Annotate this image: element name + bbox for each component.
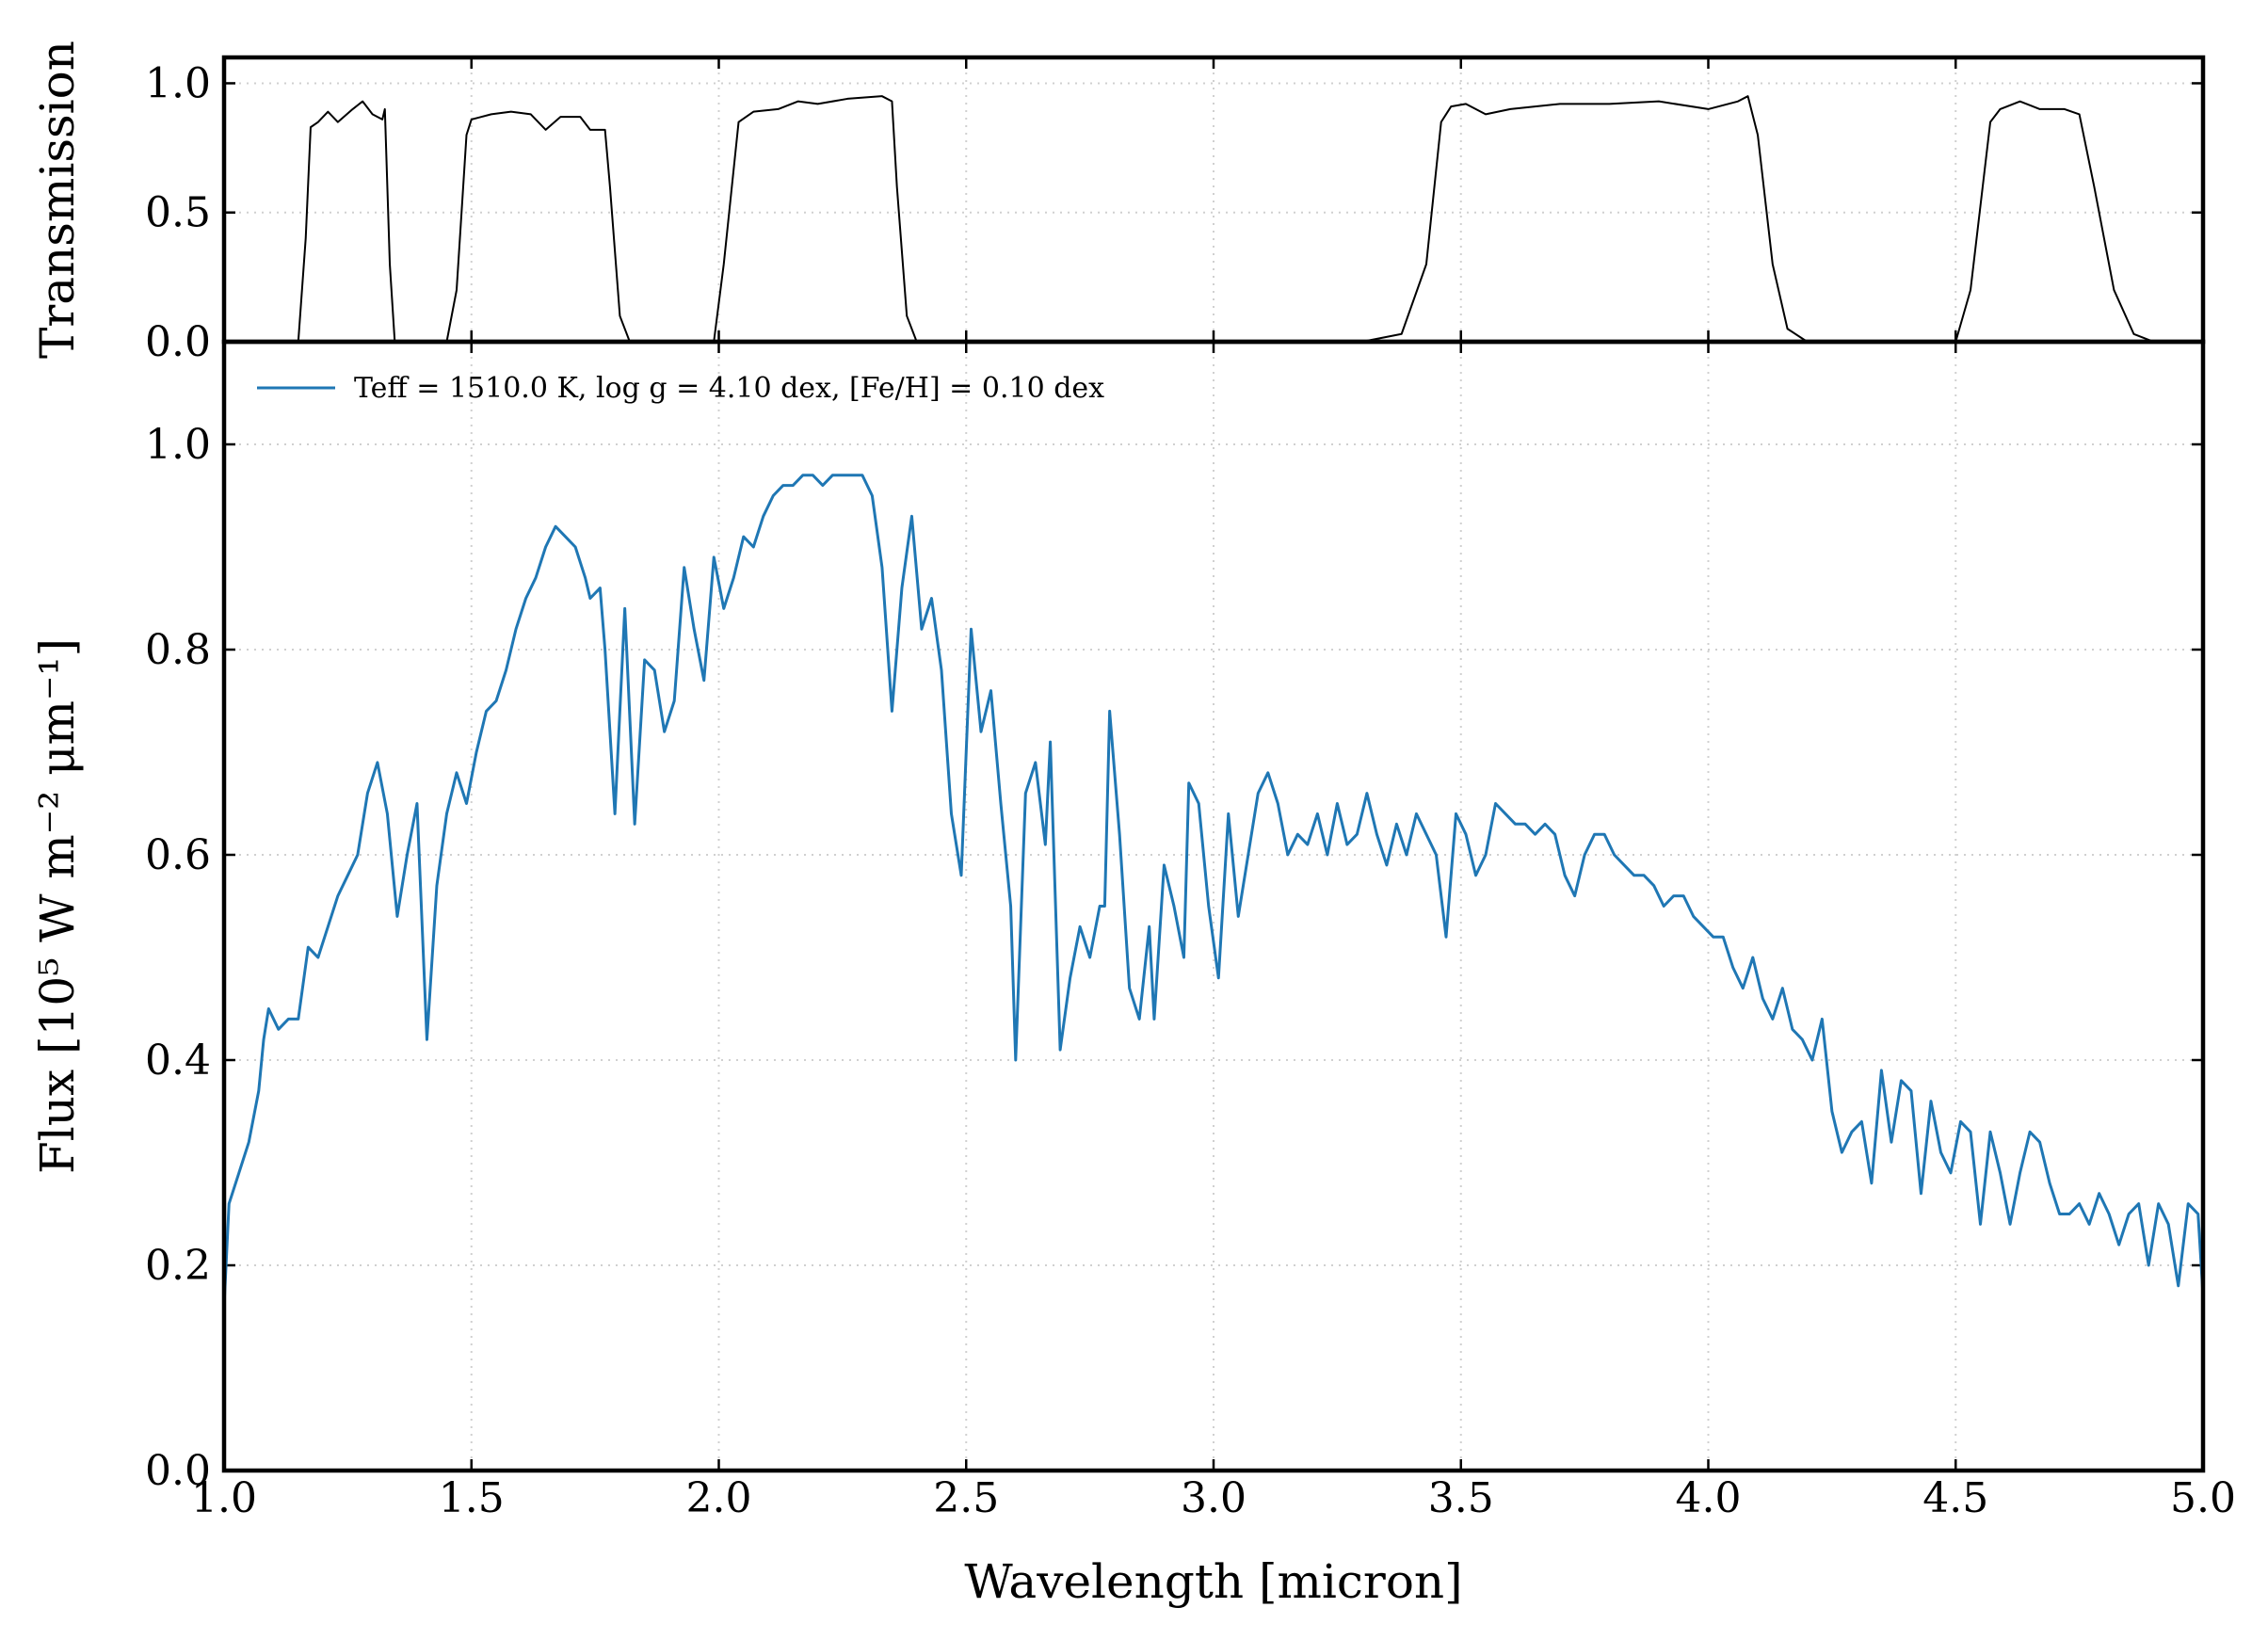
y-axis-label: Transmission bbox=[30, 40, 85, 359]
axes-frame bbox=[221, 339, 2206, 1473]
x-tick-label: 4.0 bbox=[1676, 1474, 1742, 1522]
x-tick-label: 3.0 bbox=[1181, 1474, 1247, 1522]
y-tick-label: 0.5 bbox=[145, 189, 211, 237]
y-axis-label: Flux [10⁵ W m⁻² μm⁻¹] bbox=[30, 638, 85, 1174]
x-tick-label: 1.5 bbox=[439, 1474, 505, 1522]
y-tick-label: 0.0 bbox=[145, 318, 211, 366]
y-tick-label: 0.4 bbox=[145, 1037, 211, 1085]
x-tick-label: 2.0 bbox=[686, 1474, 752, 1522]
data-line bbox=[222, 474, 2205, 1307]
x-tick-label: 1.0 bbox=[191, 1474, 257, 1522]
x-tick-label: 4.5 bbox=[1922, 1474, 1988, 1522]
y-tick-label: 0.2 bbox=[145, 1242, 211, 1290]
legend-label: Teff = 1510.0 K, log g = 4.10 dex, [Fe/H… bbox=[354, 372, 1104, 405]
x-tick-label: 5.0 bbox=[2170, 1474, 2236, 1522]
x-tick-label: 2.5 bbox=[933, 1474, 999, 1522]
x-axis-label: Wavelength [micron] bbox=[964, 1554, 1462, 1609]
y-tick-label: 1.0 bbox=[145, 421, 211, 469]
x-tick-label: 3.5 bbox=[1428, 1474, 1494, 1522]
y-tick-label: 0.6 bbox=[145, 831, 211, 879]
y-tick-label: 1.0 bbox=[145, 59, 211, 107]
y-tick-label: 0.0 bbox=[145, 1447, 211, 1495]
y-tick-label: 0.8 bbox=[145, 626, 211, 674]
